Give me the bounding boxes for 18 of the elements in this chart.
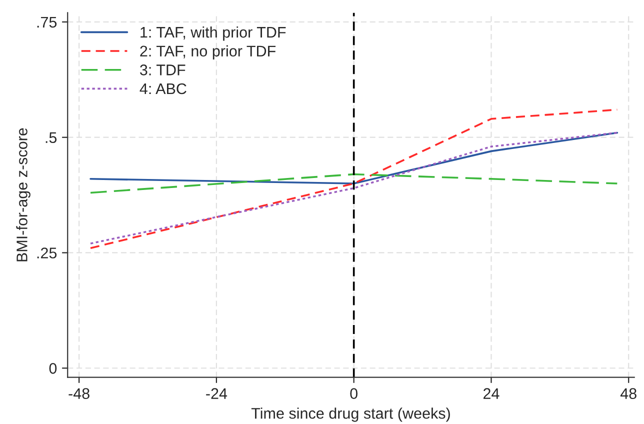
x-tick-label: 24 <box>484 388 500 399</box>
y-tick-label: .5 <box>46 132 57 144</box>
x-tick-label: -24 <box>206 388 228 399</box>
x-tick-label: -48 <box>68 388 90 399</box>
legend-label: 4: ABC <box>140 83 186 94</box>
legend-label: 2: TAF, no prior TDF <box>140 45 276 60</box>
line-series <box>90 173 618 194</box>
line-series <box>90 132 618 184</box>
y-tick-label: .75 <box>37 16 57 28</box>
x-tick-label: 48 <box>620 388 636 399</box>
x-tick-label: 0 <box>350 388 358 399</box>
y-axis-title: BMI-for-age z-score <box>16 128 30 262</box>
y-tick-label: .25 <box>37 248 57 258</box>
line-series <box>90 132 618 244</box>
legend-label: 3: TDF <box>140 64 186 76</box>
legend-label: 1: TAF, with prior TDF <box>140 26 286 41</box>
y-tick-label: 0 <box>49 362 57 374</box>
x-axis-title: Time since drug start (weeks) <box>251 408 450 422</box>
